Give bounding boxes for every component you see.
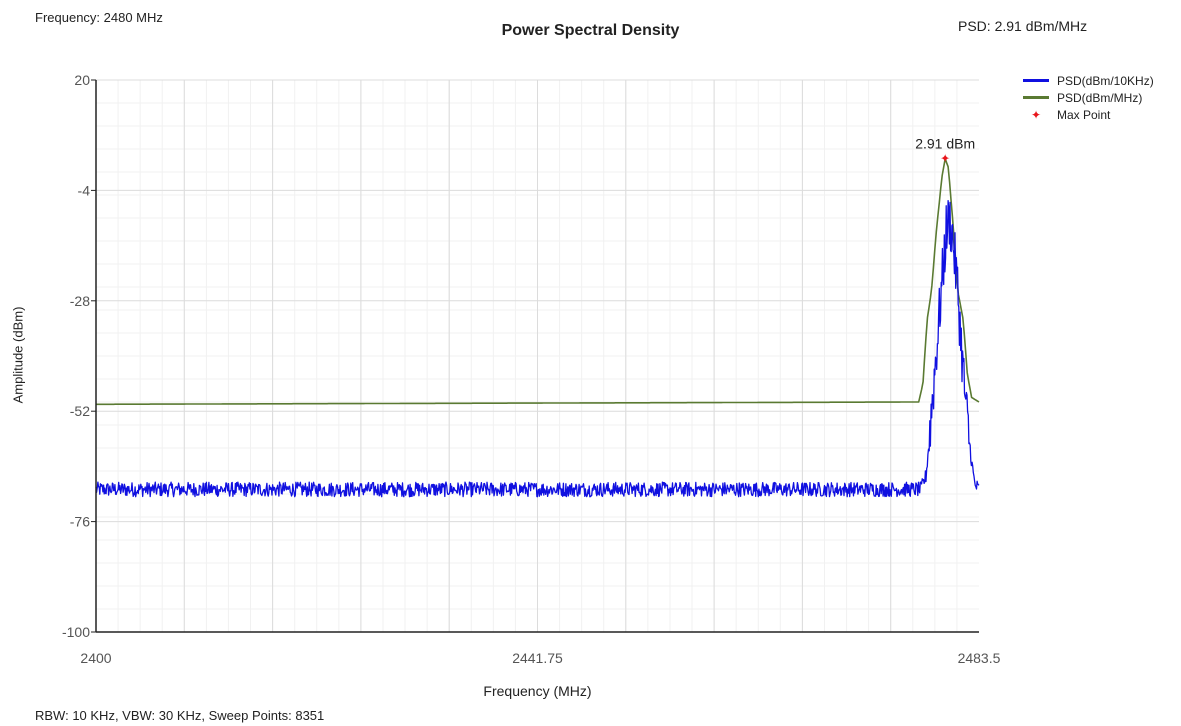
legend-label: Max Point <box>1057 107 1111 122</box>
max-point-layer: ✦2.91 dBm <box>915 136 975 166</box>
y-tick-label: 20 <box>74 72 90 88</box>
legend: PSD(dBm/10KHz) PSD(dBm/MHz) ✦ Max Point <box>1023 72 1154 123</box>
x-tick-label: 2441.75 <box>512 650 563 666</box>
x-tick-label: 2483.5 <box>958 650 1001 666</box>
legend-item-psd-mhz: PSD(dBm/MHz) <box>1023 89 1154 106</box>
y-tick-label: -100 <box>62 624 90 640</box>
x-axis-label: Frequency (MHz) <box>0 683 1181 699</box>
psd-readout: PSD: 2.91 dBm/MHz <box>958 18 1088 34</box>
legend-swatch-green <box>1023 96 1049 99</box>
chart-title-text: Power Spectral Density <box>501 22 680 39</box>
y-tick-label: -4 <box>78 182 91 198</box>
series-line-psd-mhz <box>96 157 980 406</box>
frequency-readout: Frequency: 2480 MHz <box>35 10 163 25</box>
axes <box>91 79 979 633</box>
x-tick-label: 2400 <box>80 650 111 666</box>
legend-item-max-point: ✦ Max Point <box>1023 106 1154 123</box>
y-tick-label: -76 <box>70 514 90 530</box>
y-tick-label: -28 <box>70 293 90 309</box>
grid <box>96 79 979 633</box>
sweep-settings: RBW: 10 KHz, VBW: 30 KHz, Sweep Points: … <box>35 708 325 723</box>
legend-item-psd-10khz: PSD(dBm/10KHz) <box>1023 72 1154 89</box>
legend-swatch-blue <box>1023 79 1049 82</box>
legend-label: PSD(dBm/MHz) <box>1057 90 1143 105</box>
chart-title: Power Spectral Density <box>0 22 1181 40</box>
series-line-psd-10khz <box>95 199 980 498</box>
y-axis-label: Amplitude (dBm) <box>10 306 26 404</box>
y-tick-label: -52 <box>70 403 90 419</box>
x-axis-label-text: Frequency (MHz) <box>483 683 592 699</box>
legend-label: PSD(dBm/10KHz) <box>1057 73 1154 88</box>
tick-labels: 20 -4 -28 -52 -76 -100 2400 2441.75 2483.5 <box>62 72 1001 666</box>
series-layer <box>95 157 980 498</box>
star-icon: ✦ <box>1030 107 1042 122</box>
max-point-marker: ✦ <box>940 152 950 166</box>
max-point-label: 2.91 dBm <box>915 136 975 152</box>
